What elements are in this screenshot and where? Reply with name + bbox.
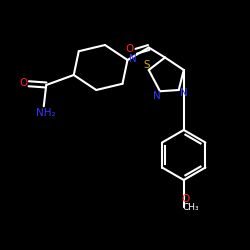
Text: O: O <box>126 44 134 54</box>
Text: NH₂: NH₂ <box>36 108 56 118</box>
Text: CH₃: CH₃ <box>182 202 199 211</box>
Text: O: O <box>19 78 28 88</box>
Text: O: O <box>181 194 189 204</box>
Text: N: N <box>180 88 188 98</box>
Text: N: N <box>153 91 161 101</box>
Text: S: S <box>143 60 150 70</box>
Text: N: N <box>129 54 137 64</box>
